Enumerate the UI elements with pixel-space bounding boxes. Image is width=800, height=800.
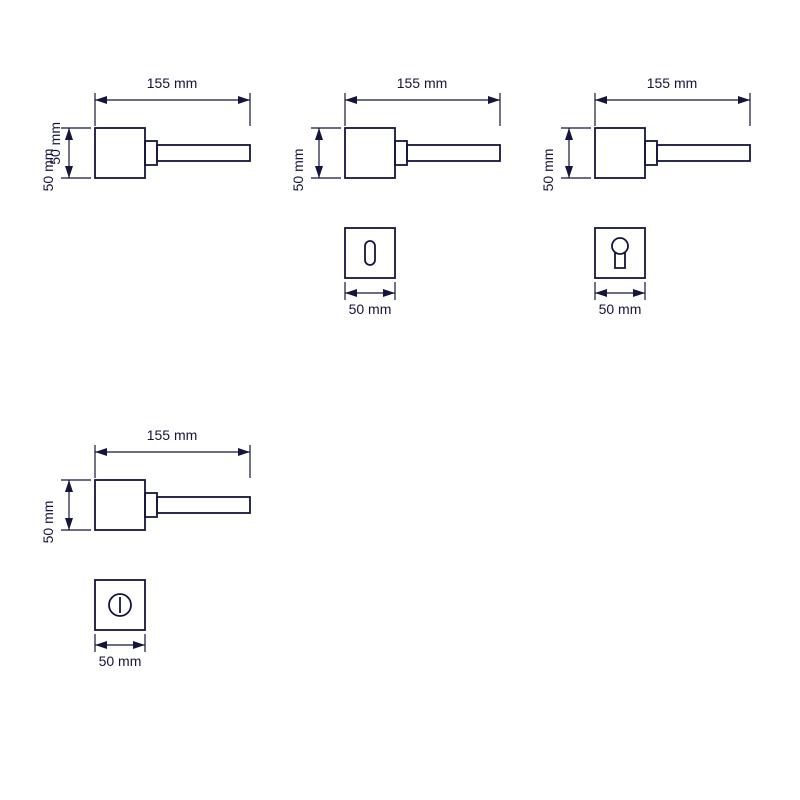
dim-plate-label: 50 mm: [349, 301, 392, 317]
dim-height-label: 50 mm: [40, 501, 56, 544]
dim-width-label: 155 mm: [647, 75, 698, 91]
panel-top-mid: 155 mm: [311, 75, 500, 178]
dimension-diagram: 155 mm 50 mm 155 mm 50 mm 155 mm 50 mm 1…: [0, 0, 800, 800]
escutcheon-euro: 50 mm: [595, 228, 645, 317]
dim-width-label: 155 mm: [147, 75, 198, 91]
dim-plate-label: 50 mm: [599, 301, 642, 317]
panel-top-left: 155 mm 50 mm: [47, 75, 250, 178]
dim-height-label: 50 mm: [290, 149, 306, 192]
panel-top-right: 155 mm: [561, 75, 750, 178]
dim-width-label: 155 mm: [397, 75, 448, 91]
escutcheon-oval: 50 mm: [345, 228, 395, 317]
escutcheon-wc: 50 mm: [95, 580, 145, 669]
dim-plate-label: 50 mm: [99, 653, 142, 669]
dim-width-label: 155 mm: [147, 427, 198, 443]
panel-bottom-left: 155 mm: [61, 427, 250, 530]
dim-height-label: 50 mm: [540, 149, 556, 192]
dim-height-label: 50 mm: [40, 149, 56, 192]
